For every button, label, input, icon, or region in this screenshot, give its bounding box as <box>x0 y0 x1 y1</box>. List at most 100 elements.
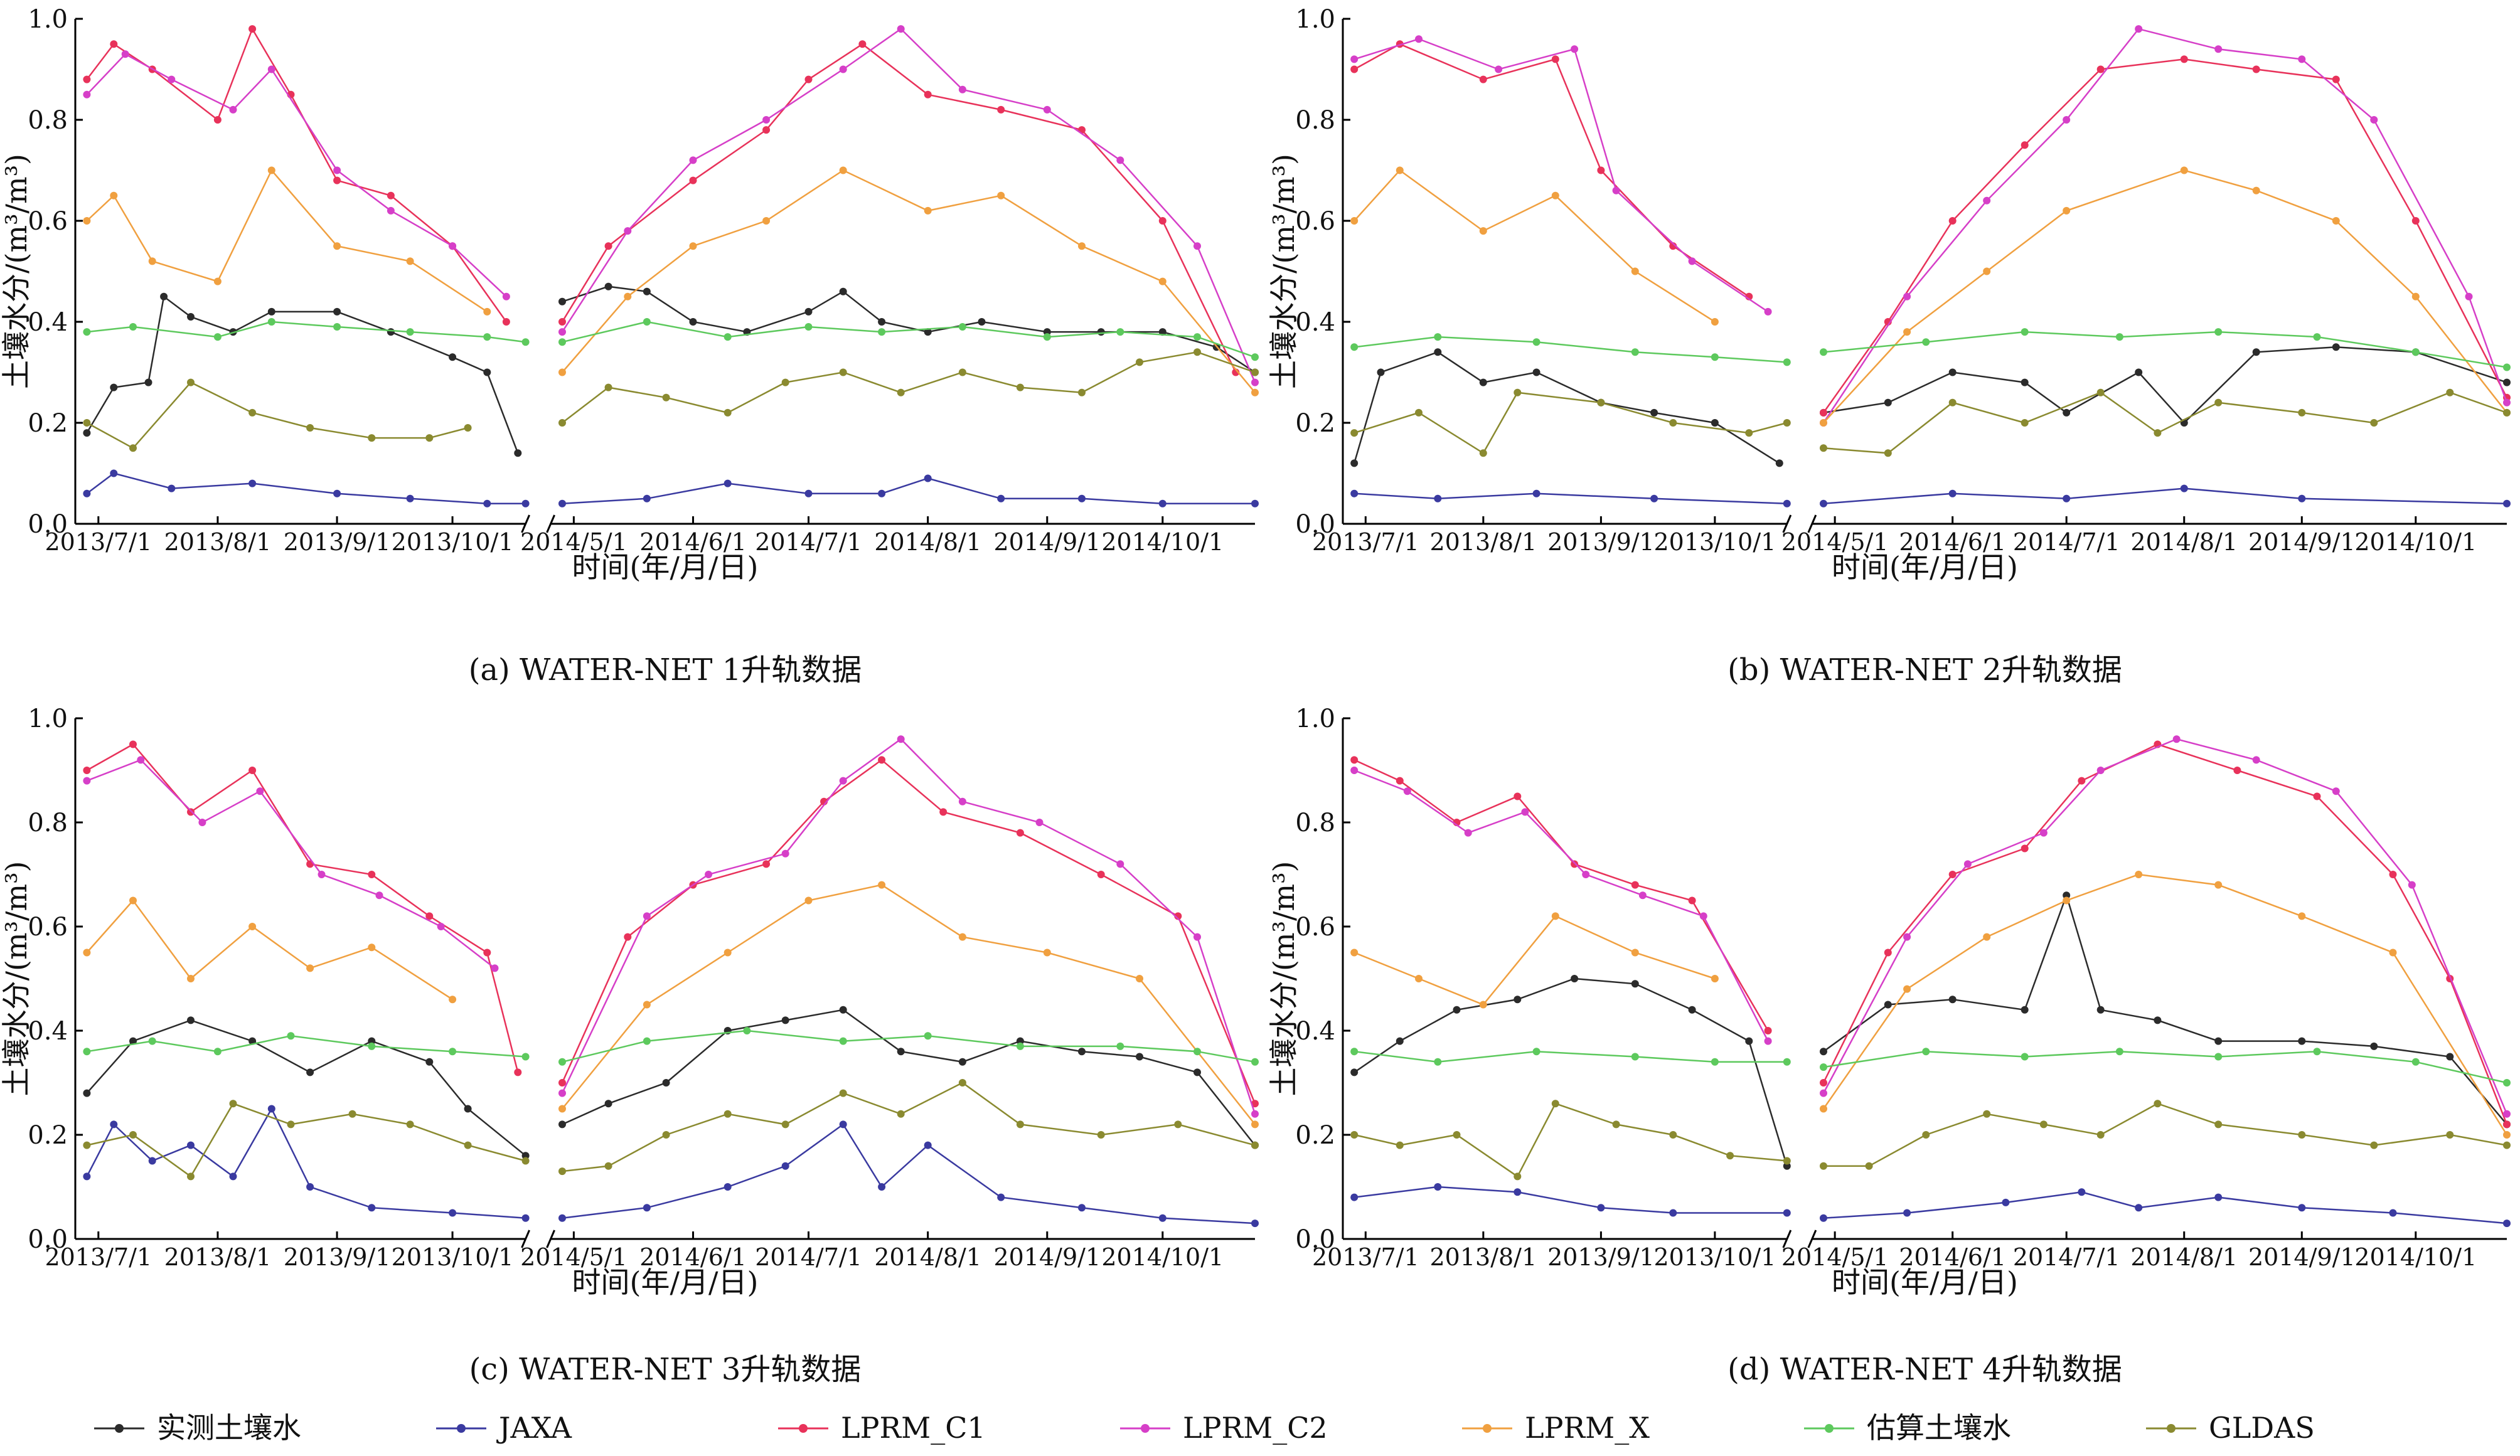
legend-item: LPRM_X <box>1462 1411 1650 1445</box>
y-tick-label: 0.4 <box>28 308 68 337</box>
x-tick-label: 2014/8/1 <box>2130 528 2238 556</box>
legend-swatch-marker <box>1141 1424 1150 1433</box>
x-tick-label: 2014/6/1 <box>639 1243 747 1271</box>
series-实测土壤水 <box>83 282 1259 457</box>
axis-break-mark <box>546 514 555 533</box>
x-tick-label: 2014/9/1 <box>2248 1243 2356 1271</box>
legend-label: GLDAS <box>2209 1411 2315 1445</box>
legend-label: 估算土壤水 <box>1867 1411 2011 1445</box>
series-line <box>86 1107 526 1220</box>
series-line <box>87 1035 526 1058</box>
series-line <box>1822 738 2508 1115</box>
series-LPRM_X <box>83 881 1259 1129</box>
series-line <box>1823 487 2507 505</box>
series-line <box>562 477 1255 505</box>
y-tick-label: 0.0 <box>28 1225 68 1254</box>
x-tick-label: 2014/5/1 <box>520 528 627 556</box>
y-tick-label: 0.0 <box>1295 510 1335 539</box>
series-LPRM_C2 <box>83 25 1259 386</box>
x-tick-label: 2013/10/1 <box>1653 1243 1776 1271</box>
series-line <box>86 27 507 322</box>
series-line <box>86 295 519 454</box>
y-axis-title: 土壤水分/(m³/m³) <box>0 154 33 389</box>
series-JAXA <box>1350 484 2511 507</box>
legend-swatch-marker <box>1825 1424 1834 1433</box>
x-tick-label: 2014/6/1 <box>1899 528 2006 556</box>
axis-break-mark <box>1782 1230 1792 1248</box>
axis-break-mark <box>1807 514 1817 533</box>
series-GLDAS <box>1350 388 2511 457</box>
x-tick-label: 2014/5/1 <box>520 1243 627 1271</box>
x-tick-label: 2014/7/1 <box>2013 1243 2120 1271</box>
x-axis-title: 时间(年/月/日) <box>1832 1265 2018 1299</box>
series-line <box>86 743 519 1073</box>
series-JAXA <box>1350 1183 2511 1228</box>
axis-break-mark <box>521 514 530 533</box>
x-tick-label: 2014/7/1 <box>755 1243 862 1271</box>
y-tick-label: 0.8 <box>28 809 68 837</box>
x-tick-label: 2014/10/1 <box>1101 1243 1224 1271</box>
series-line <box>562 884 1256 1125</box>
axis-break-mark <box>1807 1230 1817 1248</box>
x-tick-label: 2014/6/1 <box>639 528 747 556</box>
legend-swatch-marker <box>457 1424 466 1433</box>
series-line <box>562 1081 1256 1172</box>
x-tick-label: 2013/10/1 <box>392 528 514 556</box>
y-tick-label: 0.4 <box>28 1017 68 1046</box>
series-line <box>86 899 453 1001</box>
series-GLDAS <box>83 348 1259 452</box>
series-估算土壤水 <box>83 318 1259 361</box>
series-line <box>86 53 507 297</box>
series-line <box>86 1019 526 1157</box>
series-line <box>562 169 1256 393</box>
series-line <box>562 285 1256 373</box>
legend-swatch-marker <box>1483 1424 1492 1433</box>
x-tick-label: 2013/10/1 <box>392 1243 514 1271</box>
series-估算土壤水 <box>1350 328 2511 371</box>
y-tick-label: 1.0 <box>1295 704 1335 733</box>
y-tick-label: 0.4 <box>1295 1017 1335 1046</box>
x-tick-label: 2013/8/1 <box>1430 528 1537 556</box>
x-tick-label: 2014/10/1 <box>1101 528 1224 556</box>
series-line <box>1354 492 1787 505</box>
panel-caption: (a) WATER-NET 1升轨数据 <box>469 652 862 688</box>
x-tick-label: 2013/8/1 <box>164 1243 272 1271</box>
series-LPRM_X <box>1350 871 2511 1139</box>
legend-label: JAXA <box>496 1411 572 1445</box>
panel-caption: (b) WATER-NET 2升轨数据 <box>1727 652 2122 688</box>
series-line <box>1822 873 2508 1135</box>
series-LPRM_X <box>83 166 1259 396</box>
series-line <box>1823 346 2507 424</box>
series-估算土壤水 <box>83 1027 1259 1066</box>
x-tick-label: 2014/10/1 <box>2354 528 2477 556</box>
panel-caption: (c) WATER-NET 3升轨数据 <box>469 1352 862 1387</box>
series-line <box>87 321 526 343</box>
y-tick-label: 0.2 <box>1295 409 1335 438</box>
y-tick-label: 0.4 <box>1295 308 1335 337</box>
legend-swatch-marker <box>799 1424 808 1433</box>
series-line <box>86 472 526 505</box>
x-tick-label: 2013/9/1 <box>1547 1243 1655 1271</box>
y-tick-label: 0.8 <box>1295 809 1335 837</box>
series-line <box>1353 769 1769 1042</box>
x-axis-title: 时间(年/月/日) <box>572 1265 759 1299</box>
y-tick-label: 0.8 <box>1295 106 1335 135</box>
series-line <box>562 351 1256 423</box>
y-tick-label: 0.6 <box>28 913 68 942</box>
series-line <box>1823 169 2507 423</box>
series-line <box>1823 1102 2507 1167</box>
y-axis-title: 土壤水分/(m³/m³) <box>1267 154 1301 389</box>
x-tick-label: 2013/8/1 <box>164 528 272 556</box>
y-tick-label: 0.2 <box>28 1121 68 1150</box>
x-tick-label: 2014/5/1 <box>1781 528 1889 556</box>
series-实测土壤水 <box>83 1006 1259 1160</box>
series-JAXA <box>83 1105 1259 1228</box>
legend-item: LPRM_C2 <box>1120 1411 1328 1445</box>
x-tick-label: 2013/9/1 <box>1547 528 1655 556</box>
legend-swatch-marker <box>2167 1424 2176 1433</box>
series-实测土壤水 <box>1350 891 2511 1170</box>
x-tick-label: 2013/9/1 <box>284 1243 391 1271</box>
y-axis-title: 土壤水分/(m³/m³) <box>0 861 33 1096</box>
legend-label: LPRM_C1 <box>841 1411 986 1445</box>
series-line <box>1353 1102 1787 1178</box>
